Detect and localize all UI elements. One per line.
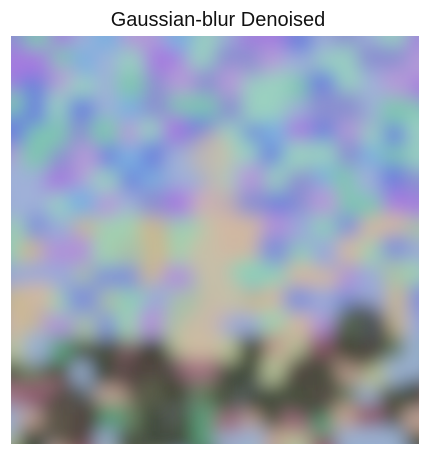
- noise-patch: [382, 69, 411, 97]
- noise-patch: [162, 115, 190, 144]
- noise-patch: [405, 115, 419, 144]
- noise-patch: [310, 187, 339, 216]
- warm-streak: [187, 230, 231, 282]
- noise-patch: [336, 139, 365, 168]
- noise-patch: [116, 72, 145, 101]
- noise-patch: [380, 97, 408, 126]
- noise-patch: [116, 145, 145, 174]
- noise-patch: [11, 115, 27, 144]
- noise-patch: [404, 335, 419, 364]
- noise-patch: [121, 36, 149, 48]
- noise-patch: [25, 36, 54, 53]
- noise-patch: [407, 284, 419, 313]
- noise-patch: [404, 379, 419, 408]
- noise-patch: [215, 433, 244, 444]
- noise-patch: [11, 286, 30, 315]
- noise-patch: [144, 435, 173, 444]
- noise-patch: [192, 434, 221, 444]
- figure-title: Gaussian-blur Denoised: [110, 9, 326, 31]
- noise-patch: [90, 117, 119, 146]
- noise-patch: [66, 284, 95, 313]
- dark-blob: [41, 382, 101, 444]
- noise-patch: [18, 428, 47, 444]
- blurred-noise-image: [11, 36, 419, 444]
- noise-patch: [265, 71, 294, 100]
- noise-patch: [283, 286, 312, 315]
- noise-patch: [356, 403, 385, 432]
- noise-patch: [195, 68, 224, 97]
- noise-patch: [258, 236, 287, 264]
- noise-patch: [356, 43, 385, 72]
- noise-patch: [404, 431, 419, 444]
- noise-patch: [311, 237, 340, 266]
- noise-patch: [92, 36, 121, 51]
- noise-patch: [67, 187, 96, 216]
- warm-streak: [194, 180, 238, 232]
- dark-blob: [331, 302, 391, 370]
- noise-patch: [192, 36, 221, 54]
- noise-patch: [114, 213, 143, 242]
- noise-patch: [408, 36, 419, 57]
- noise-patch: [11, 163, 23, 192]
- noise-patch: [310, 287, 339, 316]
- noise-patch: [410, 195, 419, 224]
- noise-patch: [11, 47, 26, 76]
- noise-patch: [167, 67, 195, 96]
- noise-patch: [407, 144, 419, 173]
- noise-patch: [138, 187, 167, 216]
- noise-patch: [138, 308, 166, 337]
- warm-streak: [189, 130, 233, 182]
- noise-patch: [115, 431, 143, 444]
- noise-patch: [284, 36, 313, 57]
- noise-patch: [355, 166, 384, 195]
- noise-patch: [381, 235, 410, 264]
- noise-patch: [218, 67, 247, 96]
- noise-patch: [337, 428, 366, 444]
- noise-patch: [170, 434, 199, 444]
- noise-patch: [96, 403, 125, 432]
- warm-streak: [179, 310, 223, 362]
- noise-patch: [407, 313, 419, 342]
- dark-blob: [281, 352, 341, 420]
- noise-patch: [11, 190, 29, 219]
- dark-blob: [121, 342, 181, 410]
- noise-patch: [116, 239, 144, 268]
- noise-patch: [330, 91, 359, 120]
- noise-patch: [403, 261, 419, 290]
- noise-patch: [217, 99, 246, 128]
- denoised-image: [11, 36, 419, 444]
- warm-streak: [199, 270, 243, 322]
- noise-patch: [259, 47, 288, 76]
- noise-patch: [407, 241, 419, 270]
- noise-patch: [216, 362, 245, 391]
- noise-patch: [239, 428, 268, 444]
- noise-patch: [382, 428, 410, 444]
- noise-patch: [140, 409, 169, 437]
- noise-patch: [236, 259, 265, 288]
- noise-patch: [411, 76, 419, 105]
- noise-patch: [234, 140, 262, 169]
- noise-patch: [25, 283, 54, 312]
- noise-patch: [11, 382, 27, 411]
- noise-patch: [90, 357, 119, 386]
- noise-patch: [309, 435, 338, 444]
- noise-patch: [283, 435, 312, 444]
- noise-patch: [235, 164, 264, 193]
- noise-patch: [307, 91, 336, 120]
- noise-patch: [24, 331, 53, 360]
- noise-patch: [44, 169, 73, 198]
